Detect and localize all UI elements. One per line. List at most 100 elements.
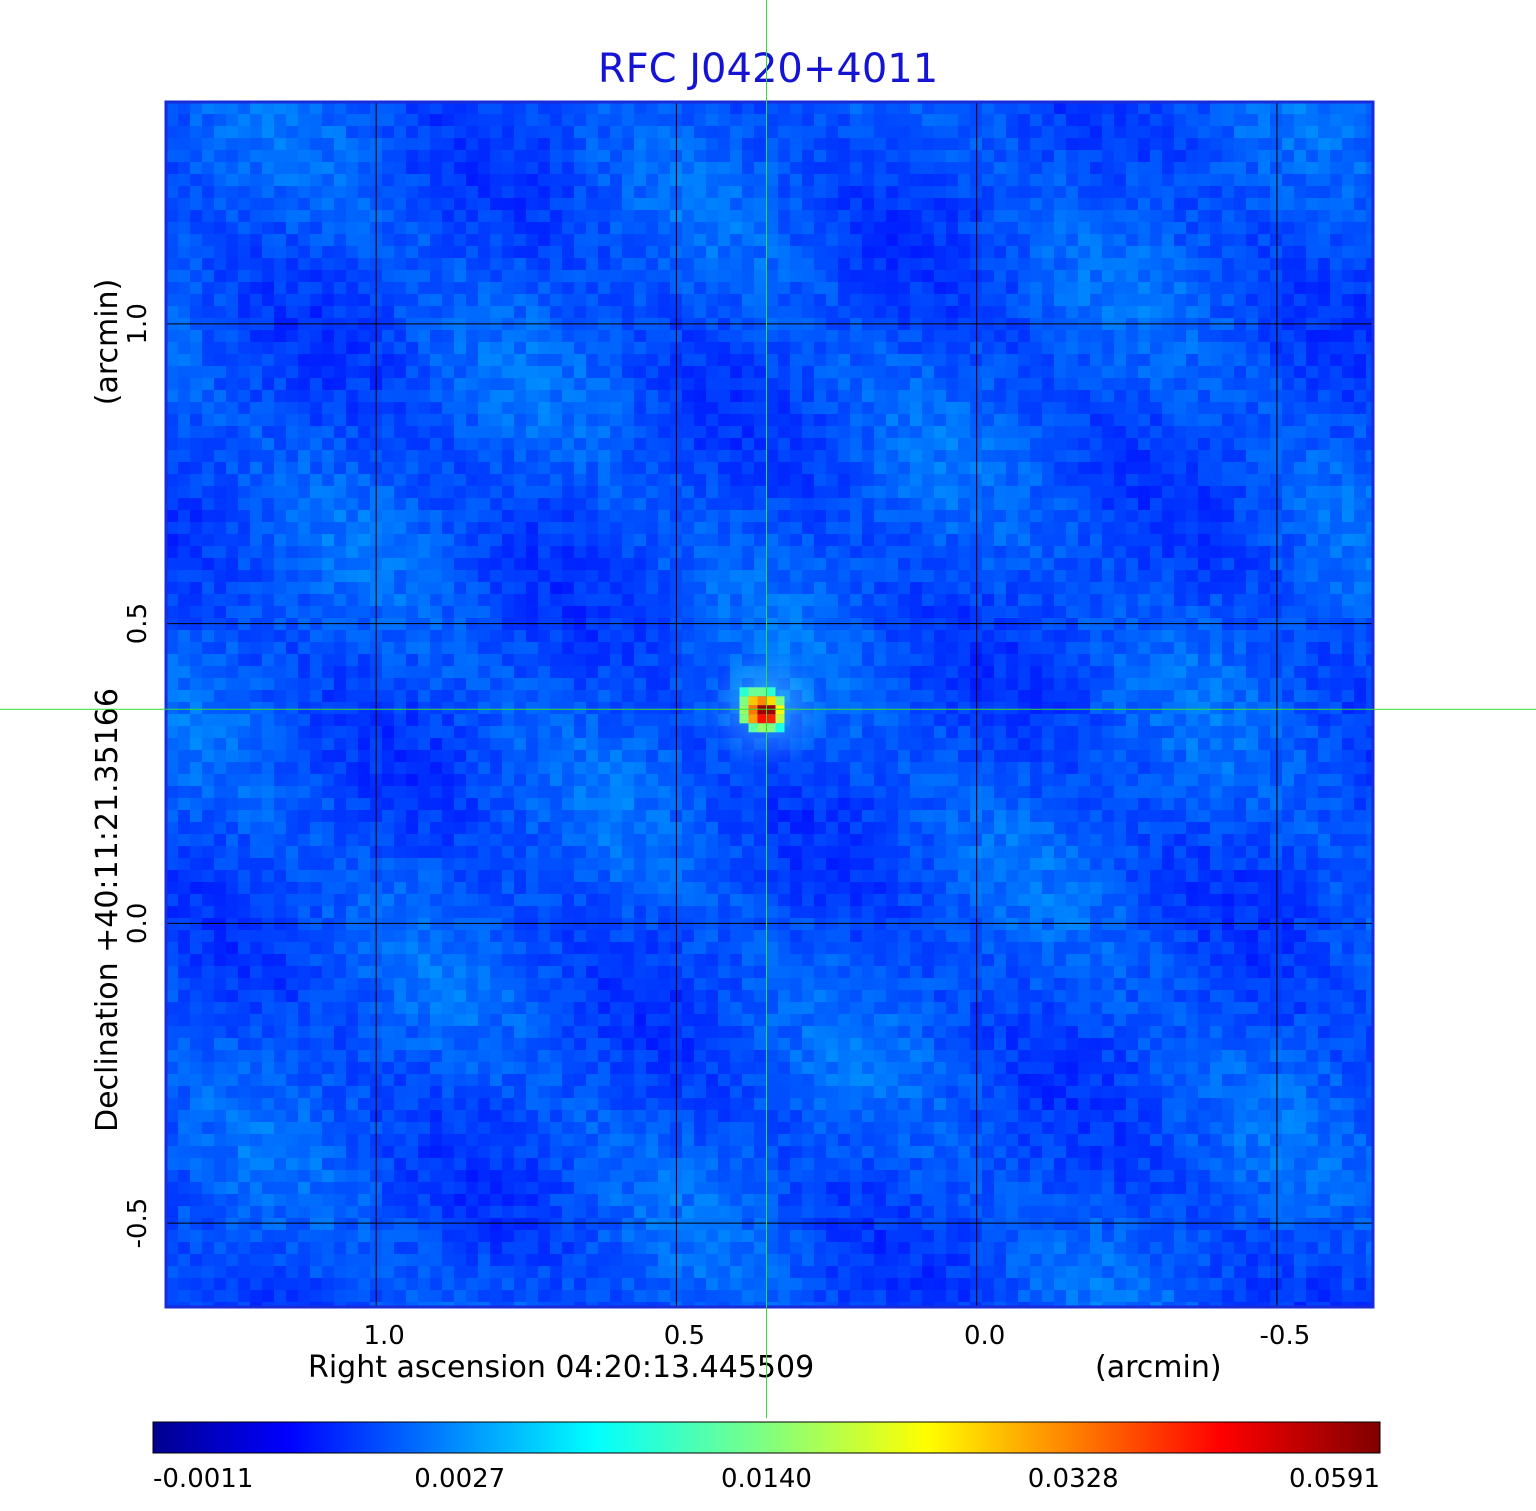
noise-pixel <box>1078 282 1090 294</box>
noise-pixel <box>658 102 670 114</box>
noise-pixel <box>778 342 790 354</box>
noise-pixel <box>1330 234 1342 246</box>
noise-pixel <box>1234 414 1246 426</box>
noise-pixel <box>790 258 802 270</box>
noise-pixel <box>310 330 322 342</box>
noise-pixel <box>430 102 442 114</box>
noise-pixel <box>898 354 910 366</box>
noise-pixel <box>1078 498 1090 510</box>
noise-pixel <box>778 378 790 390</box>
noise-pixel <box>1330 558 1342 570</box>
noise-pixel <box>286 678 298 690</box>
noise-pixel <box>418 330 430 342</box>
noise-pixel <box>994 486 1006 498</box>
noise-pixel <box>238 150 250 162</box>
noise-pixel <box>1138 306 1150 318</box>
noise-pixel <box>190 570 202 582</box>
noise-pixel <box>850 438 862 450</box>
noise-pixel <box>934 306 946 318</box>
noise-pixel <box>514 294 526 306</box>
noise-pixel <box>946 234 958 246</box>
noise-pixel <box>1294 498 1306 510</box>
noise-pixel <box>406 186 418 198</box>
noise-pixel <box>1114 594 1126 606</box>
noise-pixel <box>814 330 826 342</box>
noise-pixel <box>946 558 958 570</box>
noise-pixel <box>394 402 406 414</box>
noise-pixel <box>1318 486 1330 498</box>
noise-pixel <box>358 270 370 282</box>
noise-pixel <box>646 450 658 462</box>
noise-pixel <box>1078 654 1090 666</box>
noise-pixel <box>1210 126 1222 138</box>
noise-pixel <box>1090 606 1102 618</box>
noise-pixel <box>1246 678 1258 690</box>
noise-pixel <box>802 354 814 366</box>
noise-pixel <box>766 126 778 138</box>
noise-pixel <box>742 546 754 558</box>
noise-pixel <box>1342 642 1354 654</box>
noise-pixel <box>430 270 442 282</box>
noise-pixel <box>958 654 970 666</box>
noise-pixel <box>178 462 190 474</box>
noise-pixel <box>1114 102 1126 114</box>
noise-pixel <box>658 294 670 306</box>
noise-pixel <box>334 450 346 462</box>
noise-pixel <box>1126 510 1138 522</box>
noise-pixel <box>910 486 922 498</box>
noise-pixel <box>802 234 814 246</box>
noise-pixel <box>1186 198 1198 210</box>
noise-pixel <box>1006 126 1018 138</box>
noise-pixel <box>1318 222 1330 234</box>
noise-pixel <box>838 606 850 618</box>
noise-pixel <box>610 438 622 450</box>
noise-pixel <box>598 522 610 534</box>
noise-pixel <box>874 414 886 426</box>
noise-pixel <box>694 210 706 222</box>
noise-pixel <box>850 174 862 186</box>
noise-pixel <box>562 546 574 558</box>
noise-pixel <box>1282 186 1294 198</box>
noise-pixel <box>730 174 742 186</box>
noise-pixel <box>466 150 478 162</box>
noise-pixel <box>706 174 718 186</box>
noise-pixel <box>1018 474 1030 486</box>
noise-pixel <box>286 282 298 294</box>
noise-pixel <box>298 522 310 534</box>
noise-pixel <box>850 126 862 138</box>
noise-pixel <box>1162 498 1174 510</box>
noise-pixel <box>1078 114 1090 126</box>
noise-pixel <box>310 138 322 150</box>
noise-pixel <box>946 150 958 162</box>
noise-pixel <box>1090 426 1102 438</box>
noise-pixel <box>502 654 514 666</box>
noise-pixel <box>646 354 658 366</box>
noise-pixel <box>1102 462 1114 474</box>
noise-pixel <box>274 570 286 582</box>
noise-pixel <box>1030 534 1042 546</box>
noise-pixel <box>298 330 310 342</box>
noise-pixel <box>1078 570 1090 582</box>
noise-pixel <box>1066 342 1078 354</box>
noise-pixel <box>1294 450 1306 462</box>
noise-pixel <box>910 174 922 186</box>
noise-pixel <box>466 138 478 150</box>
noise-pixel <box>346 210 358 222</box>
noise-pixel <box>874 258 886 270</box>
noise-pixel <box>790 426 802 438</box>
noise-pixel <box>1006 438 1018 450</box>
noise-pixel <box>1366 102 1373 114</box>
noise-pixel <box>166 150 178 162</box>
noise-pixel <box>1138 486 1150 498</box>
noise-pixel <box>322 378 334 390</box>
noise-pixel <box>1282 198 1294 210</box>
noise-pixel <box>994 306 1006 318</box>
noise-pixel <box>1066 426 1078 438</box>
noise-pixel <box>778 558 790 570</box>
noise-pixel <box>778 510 790 522</box>
noise-pixel <box>298 126 310 138</box>
noise-pixel <box>1330 642 1342 654</box>
noise-pixel <box>1294 654 1306 666</box>
noise-pixel <box>286 234 298 246</box>
noise-pixel <box>514 522 526 534</box>
